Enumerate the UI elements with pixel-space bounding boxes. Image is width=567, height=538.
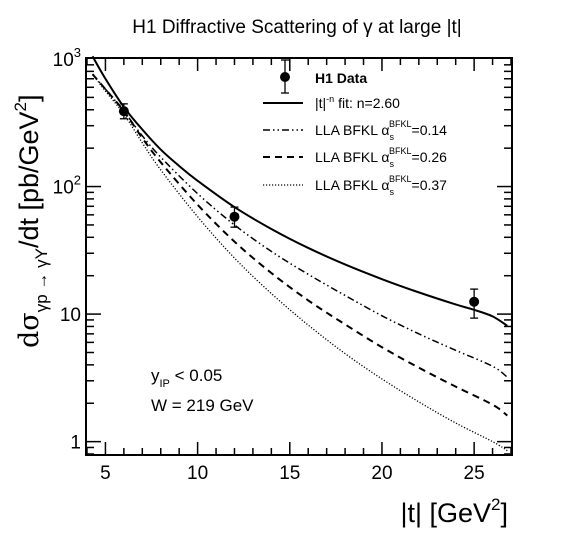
y-axis-label: dσγp → γY/dt [pb/GeV2] [11, 94, 51, 348]
data-point [118, 106, 129, 117]
annotation-energy: W = 219 GeV [151, 396, 254, 415]
y-axis-ticks: 1 10 102 103 [53, 45, 511, 455]
x-axis-ticks: 5 10 15 20 25 [86, 59, 512, 484]
data-point [229, 211, 240, 222]
x-tick-label: 15 [279, 463, 300, 484]
legend-entry-bfkl-037: LLA BFKL αsBFKL=0.37 [263, 174, 447, 197]
curve-dotted [92, 73, 508, 452]
theory-curves [91, 55, 508, 452]
chart-title: H1 Diffractive Scattering of γ at large … [132, 17, 462, 38]
x-axis-label: |t| [GeV2] [400, 495, 508, 528]
svg-text:H1 Data: H1 Data [315, 70, 367, 86]
y-tick-label: 102 [53, 173, 81, 199]
data-points [118, 103, 480, 319]
x-tick-label: 5 [100, 463, 111, 484]
legend: H1 Data |t|-n fit: n=2.60 LLA BFKL αsBFK… [263, 59, 447, 197]
y-tick-label: 103 [53, 45, 81, 71]
plot-frame [85, 57, 513, 456]
legend-entry-bfkl-014: LLA BFKL αsBFKL=0.14 [263, 119, 447, 142]
svg-text:LLA BFKL αsBFKL=0.37: LLA BFKL αsBFKL=0.37 [315, 174, 447, 197]
x-tick-label: 10 [187, 463, 208, 484]
curve-dash-dot [91, 73, 508, 378]
y-tick-label: 1 [70, 433, 81, 454]
annotation-cut: yIP < 0.05 [151, 366, 222, 390]
data-point [469, 296, 480, 307]
x-tick-label: 25 [464, 463, 485, 484]
svg-text:|t|-n fit: n=2.60: |t|-n fit: n=2.60 [315, 94, 400, 111]
curve-solid [91, 55, 508, 327]
y-tick-label: 10 [60, 305, 81, 326]
legend-entry-data: H1 Data [280, 59, 367, 94]
curve-dashed [91, 73, 508, 417]
legend-entry-bfkl-026: LLA BFKL αsBFKL=0.26 [263, 146, 447, 169]
svg-text:LLA BFKL αsBFKL=0.26: LLA BFKL αsBFKL=0.26 [315, 146, 447, 169]
x-tick-label: 20 [371, 463, 392, 484]
svg-text:LLA BFKL αsBFKL=0.14: LLA BFKL αsBFKL=0.14 [315, 119, 447, 142]
legend-entry-fit: |t|-n fit: n=2.60 [263, 94, 400, 111]
